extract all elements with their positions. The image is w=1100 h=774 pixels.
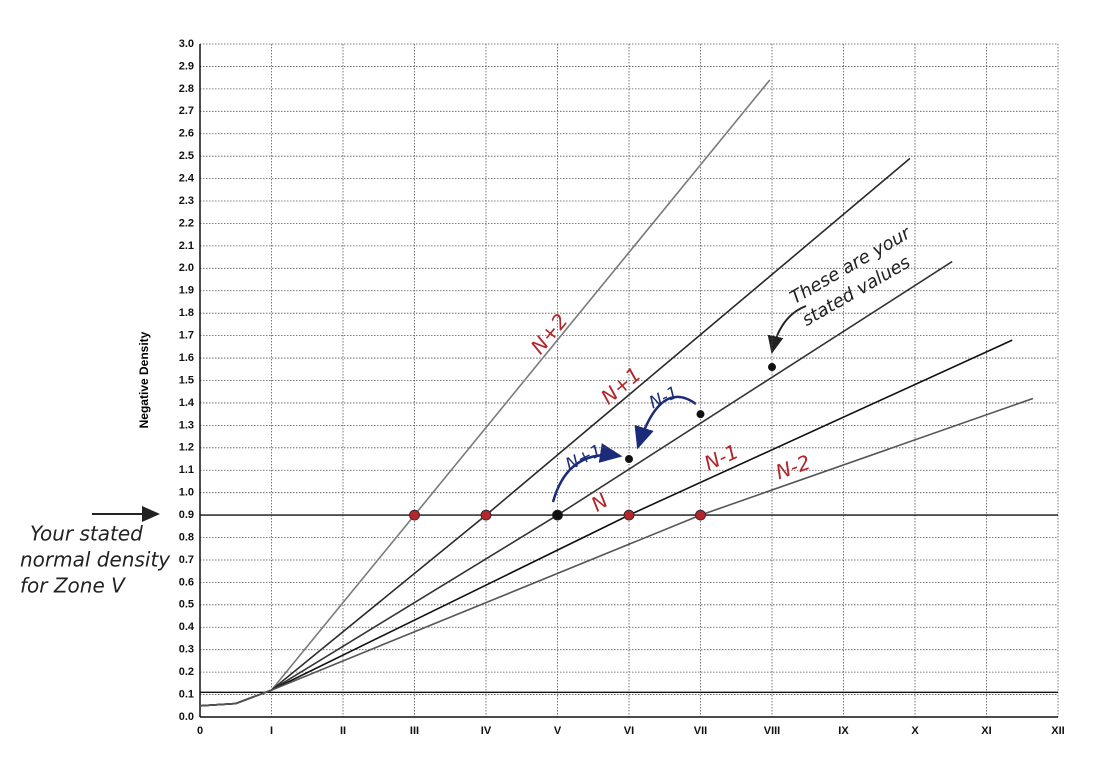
note: normal density xyxy=(20,548,171,572)
y-tick-label: 0.7 xyxy=(179,554,194,566)
x-tick-label: III xyxy=(410,725,419,737)
x-tick-label: XI xyxy=(981,725,991,737)
x-tick-label: IX xyxy=(838,725,849,737)
y-axis-label: Negative Density xyxy=(137,331,151,428)
y-tick-label: 0.9 xyxy=(179,509,194,521)
series-label: N-1 xyxy=(700,439,742,475)
series-line xyxy=(199,157,911,707)
y-tick-label: 2.5 xyxy=(179,150,194,162)
y-tick-label: 2.7 xyxy=(179,105,194,117)
y-tick-label: 3.0 xyxy=(179,38,194,50)
marker xyxy=(480,509,492,521)
y-tick-label: 2.2 xyxy=(179,217,194,229)
y-tick-label: 2.3 xyxy=(179,195,194,207)
stated-value xyxy=(625,455,633,464)
y-tick-label: 0.6 xyxy=(179,576,194,588)
note: N-1 xyxy=(646,383,681,414)
arrow xyxy=(767,305,807,354)
y-tick-label: 2.9 xyxy=(179,60,194,72)
y-tick-label: 1.7 xyxy=(179,330,194,342)
y-tick-label: 0.0 xyxy=(179,711,194,723)
x-tick-label: XII xyxy=(1051,725,1064,737)
y-tick-label: 2.0 xyxy=(179,262,194,274)
x-tick-label: VIII xyxy=(764,725,781,737)
series-label: N+2 xyxy=(526,309,573,359)
y-tick-label: 1.0 xyxy=(179,487,194,499)
note: Your stated xyxy=(30,522,143,546)
y-tick-label: 1.5 xyxy=(179,374,194,386)
marker xyxy=(409,509,420,521)
x-tick-label: V xyxy=(554,725,562,737)
y-tick-label: 2.6 xyxy=(179,128,194,140)
y-tick-label: 0.8 xyxy=(179,531,194,543)
marker xyxy=(623,509,635,521)
y-tick-label: 1.3 xyxy=(179,419,194,431)
x-tick-label: VI xyxy=(624,725,634,737)
x-tick-label: VII xyxy=(694,725,707,737)
stated-value xyxy=(768,363,776,372)
note: for Zone V xyxy=(20,574,126,598)
y-tick-label: 2.1 xyxy=(179,240,194,252)
series-line xyxy=(199,397,1034,707)
y-tick-label: 0.4 xyxy=(179,621,195,633)
y-tick-label: 0.3 xyxy=(179,644,194,656)
marker xyxy=(552,509,563,521)
x-tick-label: II xyxy=(340,725,346,737)
y-tick-label: 1.2 xyxy=(179,442,194,454)
y-tick-label: 0.1 xyxy=(179,688,194,700)
arrow xyxy=(551,443,623,503)
y-tick-label: 0.5 xyxy=(179,599,194,611)
x-tick-label: X xyxy=(911,725,919,737)
x-tick-label: 0 xyxy=(197,725,203,737)
x-tick-label: IV xyxy=(481,725,492,737)
x-tick-label: I xyxy=(270,725,273,737)
stated-value xyxy=(696,410,705,419)
y-tick-label: 1.4 xyxy=(179,397,195,409)
y-tick-label: 1.8 xyxy=(179,307,194,319)
y-tick-label: 2.8 xyxy=(179,83,194,95)
marker xyxy=(695,509,706,521)
y-tick-label: 2.4 xyxy=(179,173,195,185)
y-tick-label: 1.1 xyxy=(179,464,194,476)
y-tick-label: 1.6 xyxy=(179,352,194,364)
series-label: N-2 xyxy=(773,450,814,484)
y-tick-label: 1.9 xyxy=(179,285,194,297)
y-tick-label: 0.2 xyxy=(179,666,194,678)
arrow xyxy=(634,395,697,450)
series-line xyxy=(199,79,771,707)
